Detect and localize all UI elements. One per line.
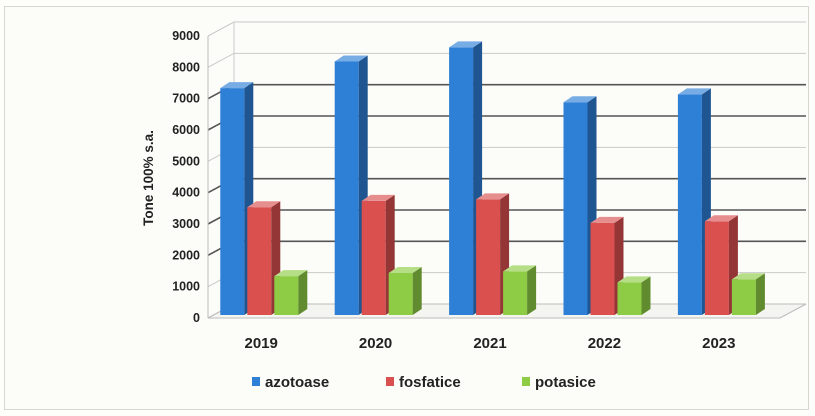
bar-top bbox=[617, 276, 651, 283]
y-tick-labels: 0 1000 2000 3000 4000 5000 6000 7000 8000 9000 bbox=[172, 29, 200, 325]
bar-front bbox=[476, 199, 501, 315]
y-tick-label: 6000 bbox=[172, 123, 200, 137]
legend-swatch bbox=[522, 377, 530, 386]
bar-top bbox=[503, 265, 537, 272]
y-tick-label: 1000 bbox=[172, 280, 200, 294]
x-tick-label: 2021 bbox=[473, 335, 506, 352]
bar-side bbox=[641, 276, 651, 315]
x-tick-label: 2023 bbox=[702, 335, 735, 352]
bar-side bbox=[755, 273, 765, 315]
bar-front bbox=[247, 207, 272, 315]
x-tick-label: 2022 bbox=[588, 335, 621, 352]
bar-front bbox=[731, 279, 756, 315]
bar-top bbox=[274, 270, 308, 277]
bar-top bbox=[590, 216, 624, 223]
bar-front bbox=[220, 88, 245, 315]
bar-potasice-2020 bbox=[388, 267, 422, 315]
legend-label: fosfatice bbox=[399, 374, 461, 391]
y-axis-label: Tone 100% s.a. bbox=[141, 130, 156, 226]
bar-azotoase-2022 bbox=[563, 96, 597, 315]
bar-fosfatice-2019 bbox=[247, 201, 281, 315]
bars bbox=[220, 41, 765, 316]
legend-swatch bbox=[386, 377, 394, 386]
bar-top bbox=[449, 41, 483, 48]
bar-top bbox=[388, 267, 422, 273]
bar-top bbox=[247, 201, 281, 208]
legend-item-potasice: potasice bbox=[522, 374, 596, 391]
bar-potasice-2021 bbox=[503, 265, 537, 315]
bar-front bbox=[503, 271, 528, 315]
bar-front bbox=[361, 200, 386, 315]
bar-front bbox=[334, 61, 359, 315]
legend: azotoase fosfatice potasice bbox=[252, 374, 596, 391]
gridline bbox=[207, 115, 806, 131]
bar-azotoase-2019 bbox=[220, 82, 254, 315]
bar-potasice-2023 bbox=[731, 273, 765, 315]
legend-label: potasice bbox=[535, 374, 596, 391]
legend-item-azotoase: azotoase bbox=[252, 374, 329, 391]
legend-label: azotoase bbox=[265, 374, 329, 391]
legend-item-fosfatice: fosfatice bbox=[386, 374, 461, 391]
y-tick-label: 2000 bbox=[172, 248, 200, 262]
bar-top bbox=[563, 96, 597, 103]
bar-potasice-2019 bbox=[274, 270, 308, 315]
y-tick-label: 4000 bbox=[172, 186, 200, 200]
gridline bbox=[207, 52, 806, 68]
chart-frame bbox=[4, 6, 809, 410]
x-tick-label: 2020 bbox=[359, 335, 392, 352]
bar-front bbox=[388, 273, 413, 315]
bar-front bbox=[563, 102, 588, 315]
bar-fosfatice-2022 bbox=[590, 216, 624, 315]
gridline bbox=[207, 83, 806, 100]
bar-azotoase-2021 bbox=[449, 41, 483, 316]
bar-fosfatice-2020 bbox=[361, 194, 395, 315]
bar-top bbox=[677, 88, 711, 95]
bar-front bbox=[449, 47, 474, 316]
bar-potasice-2022 bbox=[617, 276, 651, 315]
x-tick-label: 2019 bbox=[245, 335, 278, 352]
gridline bbox=[207, 177, 806, 194]
legend-swatch bbox=[252, 377, 260, 386]
bar-top bbox=[476, 193, 510, 200]
y-tick-label: 8000 bbox=[172, 60, 200, 74]
bar-side bbox=[412, 267, 422, 315]
gridline bbox=[207, 21, 806, 37]
y-tick-label: 3000 bbox=[172, 217, 200, 231]
y-tick-label: 9000 bbox=[172, 29, 200, 43]
x-tick-labels: 2019 2020 2021 2022 2023 bbox=[245, 335, 736, 352]
bar-front bbox=[617, 282, 642, 315]
bar-top bbox=[361, 194, 395, 201]
y-tick-label: 7000 bbox=[172, 92, 200, 106]
bar-front bbox=[274, 276, 299, 315]
bar-front bbox=[677, 94, 702, 316]
bar-front bbox=[704, 221, 729, 315]
bar-front bbox=[590, 222, 615, 315]
bar-side bbox=[527, 265, 537, 315]
bar-azotoase-2023 bbox=[677, 88, 711, 316]
y-tick-label: 0 bbox=[193, 311, 200, 325]
bar-top bbox=[731, 273, 765, 280]
bar-top bbox=[220, 82, 254, 89]
bar-azotoase-2020 bbox=[334, 55, 368, 315]
gridline bbox=[207, 146, 806, 162]
bar-fosfatice-2021 bbox=[476, 193, 510, 315]
bar-top bbox=[704, 215, 738, 222]
bar-top bbox=[334, 55, 368, 62]
y-tick-label: 5000 bbox=[172, 154, 200, 168]
bar-side bbox=[298, 270, 308, 315]
